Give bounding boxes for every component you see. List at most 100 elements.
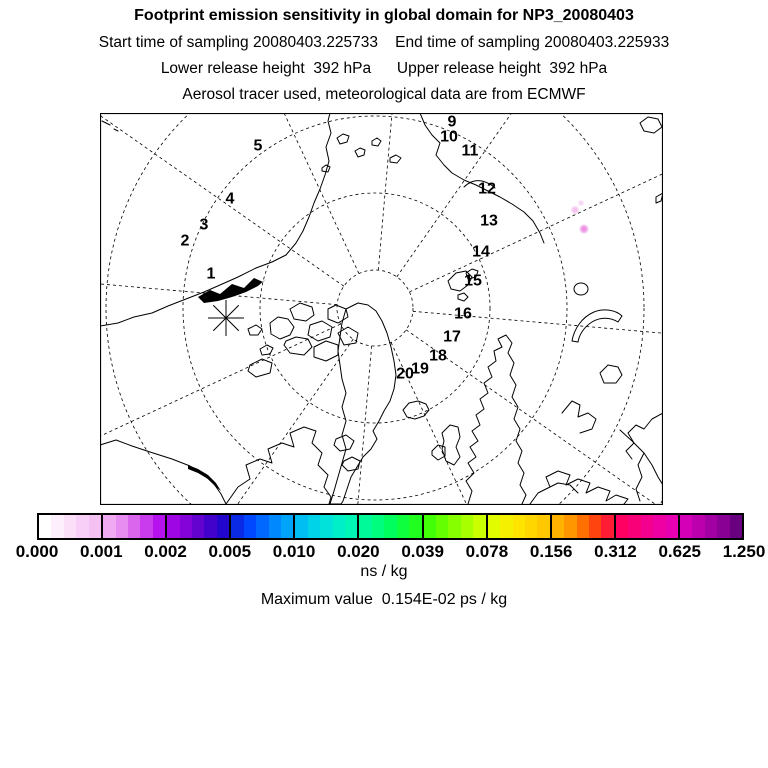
- colorbar-tick-label: 0.000: [15, 542, 59, 561]
- colorbar-cell: [359, 515, 372, 538]
- colorbar-cell: [589, 515, 602, 538]
- colorbar-cell: [216, 515, 230, 538]
- coastline-corner-northwest: [101, 120, 119, 132]
- colorbar-tick-label: 1.250: [722, 542, 766, 561]
- latitude-circles: [105, 114, 662, 504]
- colorbar-cell: [384, 515, 397, 538]
- colorbar-cell: [140, 515, 153, 538]
- colorbar-cell: [127, 515, 141, 538]
- sensitivity-spot: [572, 207, 578, 213]
- colorbar-cell: [487, 515, 501, 538]
- maximum-value-label: Maximum value 0.154E-02 ps / kg: [260, 591, 508, 608]
- longitude-line: [101, 323, 341, 437]
- colorbar-cell: [564, 515, 577, 538]
- coastline-yamal: [561, 364, 623, 434]
- coastline-ridge: [198, 278, 266, 303]
- release-location-star: [208, 300, 244, 336]
- colorbar-cell: [243, 515, 257, 538]
- colorbar-cell: [231, 515, 244, 538]
- colorbar-tick-label: 0.039: [401, 542, 444, 561]
- tracer-info-subtitle: Aerosol tracer used, meteorological data…: [182, 86, 586, 103]
- hudson-islands: [333, 434, 361, 472]
- trajectory-point-label: 5: [254, 138, 263, 155]
- colorbar-tick-label: 0.005: [208, 542, 252, 561]
- map-frame: [100, 113, 663, 505]
- colorbar-cell: [665, 515, 678, 538]
- island-arc: [463, 180, 496, 189]
- colorbar-cell: [524, 515, 538, 538]
- colorbar-tick-label: 0.625: [658, 542, 701, 561]
- colorbar-cell: [76, 515, 89, 538]
- colorbar-cell: [679, 515, 693, 538]
- colorbar-cell: [280, 515, 294, 538]
- longitude-line: [357, 345, 373, 504]
- colorbar-segment: [165, 515, 230, 538]
- trajectory-point-label: 2: [181, 233, 190, 250]
- colorbar-cell: [704, 515, 718, 538]
- colorbar-segment: [101, 515, 166, 538]
- colorbar-cell: [268, 515, 281, 538]
- colorbar-cell: [192, 515, 205, 538]
- colorbar-cell: [179, 515, 193, 538]
- coastline-europe: [529, 412, 662, 504]
- trajectory-point-label: 15: [464, 273, 482, 290]
- colorbar-cell: [537, 515, 550, 538]
- colorbar-cell: [692, 515, 705, 538]
- coastline-canada: [225, 426, 332, 504]
- sensitivity-spot: [579, 201, 583, 205]
- colorbar-cell: [551, 515, 565, 538]
- colorbar-cell: [409, 515, 422, 538]
- colorbar-cell: [423, 515, 436, 538]
- trajectory-point-label: 13: [480, 213, 498, 230]
- coastline-norway: [465, 334, 527, 504]
- sensitivity-spots: [571, 200, 589, 234]
- colorbar-cell: [204, 515, 217, 538]
- colorbar-cell: [295, 515, 308, 538]
- coastline-greenland: [329, 302, 397, 504]
- colorbar-cell: [628, 515, 641, 538]
- colorbar-cell: [152, 515, 166, 538]
- colorbar-segment: [613, 515, 678, 538]
- trajectory-point-label: 9: [448, 114, 457, 131]
- coastline-novaya-zemlya: [571, 282, 623, 343]
- trajectory-point-label: 17: [443, 329, 461, 346]
- colorbar-segment: [229, 515, 294, 538]
- colorbar-tick-label: 0.078: [465, 542, 509, 561]
- star-ray: [212, 304, 240, 332]
- colorbar-segment: [485, 515, 550, 538]
- colorbar-segment: [677, 515, 743, 538]
- colorbar-cell: [320, 515, 333, 538]
- colorbar-cell: [473, 515, 486, 538]
- colorbar-cell: [396, 515, 410, 538]
- colorbar-cell: [460, 515, 474, 538]
- trajectory-point-label: 1: [207, 266, 216, 283]
- colorbar-units: ns / kg: [360, 563, 408, 580]
- coastline-alaska: [101, 439, 227, 504]
- longitude-line: [396, 114, 512, 278]
- longitude-line: [237, 338, 354, 504]
- release-heights-subtitle: Lower release height 392 hPa Upper relea…: [160, 60, 608, 77]
- longitude-line: [409, 173, 662, 293]
- coastline-british-isles: [431, 424, 461, 466]
- longitude-line: [377, 114, 393, 271]
- coastline-corner-northeast: [639, 116, 662, 204]
- colorbar: [37, 513, 744, 540]
- colorbar-cell: [63, 515, 77, 538]
- colorbar-cell: [601, 515, 614, 538]
- colorbar-cell: [167, 515, 180, 538]
- colorbar-tick-label: 0.010: [272, 542, 316, 561]
- colorbar-segment: [293, 515, 358, 538]
- trajectory-point-label: 11: [462, 143, 479, 160]
- coastline-iceland: [402, 400, 430, 420]
- colorbar-segment: [357, 515, 422, 538]
- colorbar-cell: [512, 515, 525, 538]
- coastline-svalbard: [447, 268, 479, 302]
- colorbar-cell: [500, 515, 513, 538]
- colorbar-tick-label: 0.156: [529, 542, 573, 561]
- colorbar-cell: [307, 515, 321, 538]
- colorbar-segment: [39, 515, 102, 538]
- trajectory-point-label: 16: [454, 306, 472, 323]
- trajectory-point-label: 3: [200, 217, 209, 234]
- arctic-islands: [321, 133, 402, 173]
